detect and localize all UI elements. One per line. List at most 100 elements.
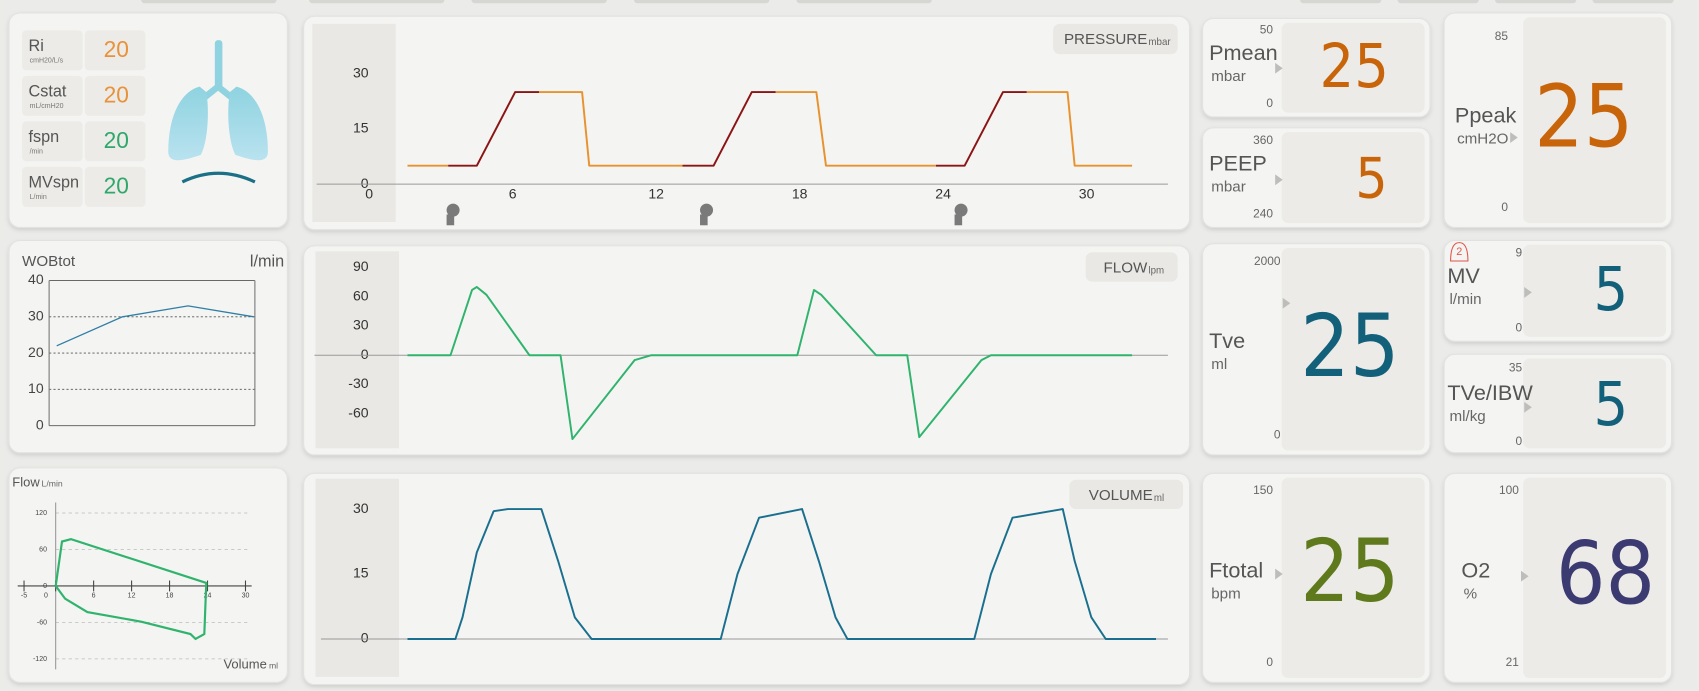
x-tick-label: 24 <box>204 593 212 600</box>
x-tick-label: -5 <box>21 593 27 600</box>
y-tick-label: 15 <box>353 120 369 136</box>
value-box <box>1523 17 1667 224</box>
scale-arrow <box>1521 570 1529 582</box>
scale-min: 0 <box>1515 320 1522 334</box>
scale-max: 100 <box>1499 483 1519 497</box>
trigger-icons <box>446 203 968 226</box>
x-tick-label: 6 <box>509 186 517 202</box>
scale-min: 0 <box>1515 434 1522 448</box>
tab[interactable] <box>796 0 932 4</box>
tile-value: 5 <box>1355 147 1387 212</box>
chart-title: VOLUME <box>1089 487 1153 504</box>
param-label-box <box>22 75 83 116</box>
scale-arrow <box>1282 297 1291 309</box>
x-tick-label: 0 <box>365 186 373 202</box>
param-unit: mL/cmH20 <box>30 103 64 110</box>
chart-title: PRESSURE <box>1064 31 1147 48</box>
title-tag <box>1085 252 1178 282</box>
scale-min: 0 <box>1274 428 1281 442</box>
x-tick-label: 18 <box>792 186 808 202</box>
param-unit: /min <box>30 148 43 155</box>
x-tick-label: 30 <box>242 593 250 600</box>
panel <box>303 472 1191 686</box>
axis-band <box>315 478 399 677</box>
y-tick-label: 90 <box>353 258 369 274</box>
param-value-box <box>84 121 146 162</box>
value-box <box>1523 244 1667 337</box>
tab[interactable] <box>633 0 770 4</box>
tile-value: 68 <box>1556 524 1655 624</box>
trachea <box>214 40 223 89</box>
chart-unit: l/min <box>250 252 284 270</box>
param-label: Ri <box>29 37 44 55</box>
y-tick-label: 30 <box>353 64 369 80</box>
tile-value: 25 <box>1300 297 1399 397</box>
tab[interactable] <box>1397 0 1479 4</box>
alarm-count: 2 <box>1456 246 1462 258</box>
param-value: 20 <box>104 81 129 107</box>
scale-min: 21 <box>1506 655 1520 669</box>
param-unit: cmH20/L/s <box>30 58 64 65</box>
tile-unit: ml <box>1211 356 1227 373</box>
scale-max: 35 <box>1509 360 1523 374</box>
param-label: MVspn <box>29 173 80 191</box>
y-tick-label: 30 <box>28 308 44 324</box>
title-tag <box>1069 479 1184 510</box>
param-value-box <box>84 30 146 71</box>
tile-value: 5 <box>1594 255 1629 325</box>
y-axis-label: Flow <box>12 474 40 489</box>
waveform-line <box>407 508 1157 640</box>
tab[interactable] <box>471 0 607 4</box>
scale-min: 240 <box>1253 207 1273 221</box>
value-box <box>1281 477 1425 679</box>
param-value: 20 <box>104 127 129 153</box>
scale-arrow <box>1275 174 1283 186</box>
param-label-box <box>22 30 83 71</box>
tile-unit: mbar <box>1211 68 1246 85</box>
tile-unit: cmH2O <box>1457 131 1509 148</box>
tab[interactable] <box>1300 0 1382 4</box>
waveform-line <box>448 91 1027 167</box>
chart-title: FLOW <box>1104 260 1148 277</box>
scale-arrow <box>1275 568 1283 580</box>
param-label: fspn <box>29 128 60 146</box>
chart-title: WOBtot <box>22 253 76 270</box>
y-tick-label: 40 <box>28 271 44 287</box>
value-box <box>1281 132 1425 224</box>
scale-min: 0 <box>1266 655 1273 669</box>
tile-label: PEEP <box>1209 150 1267 175</box>
tile-value: 25 <box>1534 67 1633 167</box>
tab[interactable] <box>309 0 445 4</box>
tab[interactable] <box>141 0 277 4</box>
y-tick-label: 0 <box>361 346 369 362</box>
x-tick-label: 12 <box>128 593 136 600</box>
waveform-line <box>407 286 1133 441</box>
patient-trigger <box>700 203 714 226</box>
y-tick-label: -120 <box>33 656 47 663</box>
chart-unit: ml <box>1154 493 1164 504</box>
scale-max: 150 <box>1253 483 1273 497</box>
tile-unit: l/min <box>1450 291 1482 308</box>
y-tick-label: 30 <box>353 500 369 516</box>
top-tabs[interactable] <box>141 0 1674 4</box>
right-lung <box>228 86 268 161</box>
tile-label: Ppeak <box>1455 103 1517 128</box>
panel <box>303 245 1191 456</box>
y-tick-label: 60 <box>39 546 47 553</box>
param-label-box <box>22 166 83 207</box>
tab[interactable] <box>1592 0 1674 4</box>
param-value-box <box>84 166 146 207</box>
chart-unit: lpm <box>1148 265 1164 276</box>
panels <box>8 12 1673 686</box>
tile-unit: bpm <box>1211 586 1240 603</box>
y-tick-label: 0 <box>361 630 369 646</box>
lung-icon <box>168 40 268 184</box>
x-axis-unit: ml <box>269 660 278 670</box>
scale-max: 85 <box>1495 29 1509 43</box>
tab[interactable] <box>1495 0 1577 4</box>
scale-max: 9 <box>1515 246 1522 260</box>
x-tick-label: 18 <box>166 593 174 600</box>
